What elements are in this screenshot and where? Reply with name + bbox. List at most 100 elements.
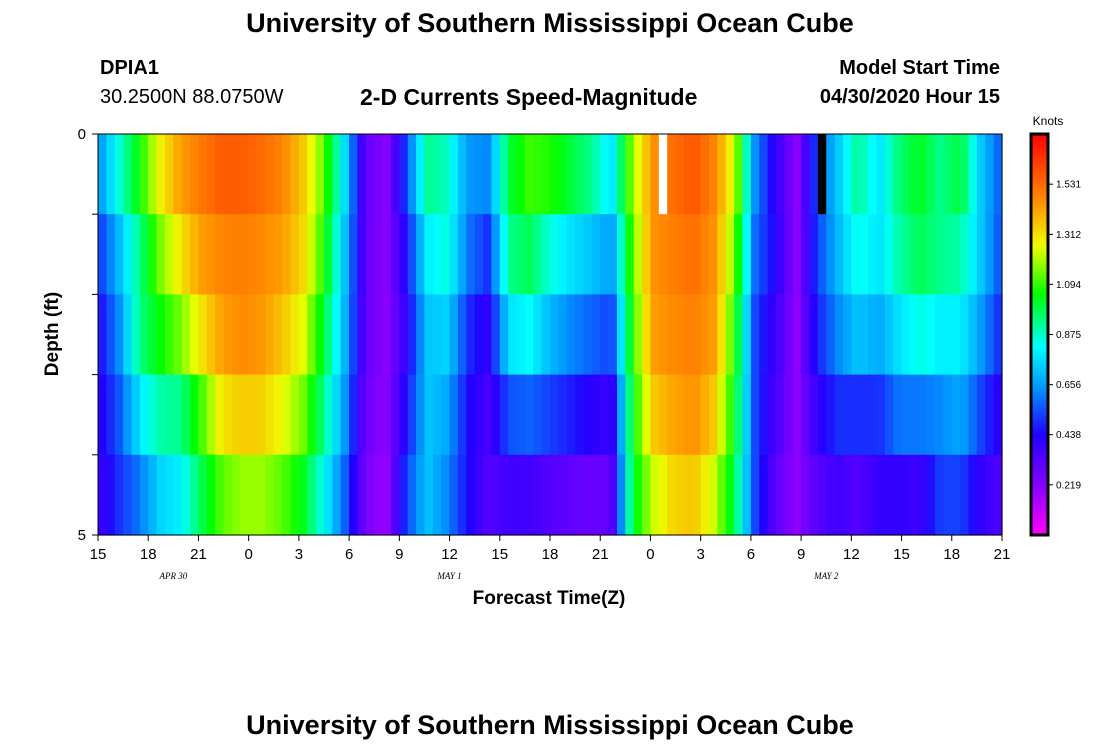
heat-cell — [181, 134, 191, 215]
chart-subtitle: 2-D Currents Speed-Magnitude — [360, 84, 698, 110]
heat-cell — [516, 214, 526, 295]
heat-cell — [700, 294, 710, 376]
heat-cell — [298, 454, 308, 536]
heat-cell — [776, 454, 785, 536]
heat-cell — [976, 214, 986, 295]
heat-cell — [282, 374, 292, 456]
heat-cell — [893, 134, 903, 215]
heat-cell — [859, 134, 869, 215]
heat-cell — [441, 134, 451, 215]
heat-cell — [432, 294, 442, 376]
heat-cell — [993, 374, 1003, 456]
heat-cell — [265, 374, 275, 456]
page-title-top: University of Southern Mississippi Ocean… — [246, 8, 854, 38]
heat-cell — [357, 454, 367, 536]
heat-cell — [173, 294, 183, 376]
heat-cell — [993, 454, 1003, 536]
heat-cell — [667, 294, 677, 376]
heat-cell — [315, 374, 325, 456]
heat-cell — [131, 294, 141, 376]
heat-cell — [792, 214, 802, 295]
heat-cell — [943, 214, 953, 295]
heat-cell — [709, 454, 719, 536]
heat-cell — [583, 454, 593, 536]
y-axis-label: Depth (ft) — [42, 292, 63, 376]
heat-cell — [349, 294, 359, 376]
heat-cell — [206, 454, 216, 536]
heat-cell — [466, 454, 476, 536]
heat-cell — [650, 214, 660, 295]
x-tick-label: 21 — [190, 546, 207, 563]
model-start-value: 04/30/2020 Hour 15 — [819, 86, 1000, 108]
heat-cell — [650, 294, 660, 376]
heat-cell — [792, 374, 802, 456]
heat-cell — [566, 374, 576, 456]
heat-cell — [683, 134, 693, 215]
heat-cell — [658, 294, 668, 376]
heat-cell — [809, 294, 819, 376]
heat-cell — [424, 134, 434, 215]
heat-cell — [407, 374, 417, 456]
heat-cell — [365, 214, 375, 295]
heat-cell — [365, 294, 375, 376]
heat-cell — [960, 214, 970, 295]
heat-cell — [508, 134, 518, 215]
heat-cell — [441, 214, 451, 295]
heat-cell — [926, 134, 936, 215]
heat-cell — [474, 134, 484, 215]
heat-cell — [826, 374, 836, 456]
heat-cell — [491, 374, 501, 456]
heat-cell — [524, 134, 534, 215]
heat-cell — [441, 374, 451, 456]
heat-cell — [340, 294, 350, 376]
heat-cell — [432, 134, 442, 215]
y-axis: 05 — [78, 126, 98, 544]
heat-cell — [365, 134, 375, 215]
heat-cell — [298, 214, 308, 295]
heat-cell — [976, 134, 986, 215]
heat-cell — [859, 214, 869, 295]
heat-cell — [474, 294, 484, 376]
heat-cell — [516, 134, 526, 215]
colorbar-tick-label: 0.219 — [1056, 480, 1081, 491]
heat-cell — [190, 454, 200, 536]
missing-data-cells — [658, 134, 827, 215]
heat-cell — [315, 454, 325, 536]
heat-cell — [349, 454, 359, 536]
heat-cell — [692, 374, 702, 456]
heat-cell — [206, 374, 216, 456]
heat-cell — [600, 214, 610, 295]
heat-cell — [985, 134, 995, 215]
heat-cell — [324, 374, 333, 456]
heat-cell — [876, 374, 886, 456]
x-tick-label: 6 — [345, 546, 353, 563]
heat-cell — [432, 374, 442, 456]
heat-cell — [901, 374, 911, 456]
x-tick-label: 9 — [797, 546, 805, 563]
heat-cell — [909, 454, 919, 536]
heat-cell — [750, 454, 760, 536]
heat-cell — [449, 374, 459, 456]
heat-cell — [290, 374, 300, 456]
heat-cell — [139, 134, 149, 215]
heat-cell — [240, 134, 250, 215]
heat-cell — [767, 134, 777, 215]
heat-cell — [717, 294, 727, 376]
x-tick-label: 3 — [696, 546, 704, 563]
heat-cell — [700, 374, 710, 456]
heat-cell — [533, 134, 543, 215]
heat-cell — [968, 294, 978, 376]
heat-cell — [98, 214, 107, 295]
heat-cell — [449, 134, 459, 215]
heat-cell — [215, 454, 225, 536]
heat-cell — [332, 454, 342, 536]
heat-cell — [357, 214, 367, 295]
heat-cell — [499, 134, 509, 215]
heat-cell — [466, 214, 476, 295]
heat-cell — [273, 294, 283, 376]
heat-cell — [483, 134, 493, 215]
heat-cell — [658, 214, 668, 295]
heat-cell — [692, 134, 702, 215]
heat-cell — [114, 294, 124, 376]
